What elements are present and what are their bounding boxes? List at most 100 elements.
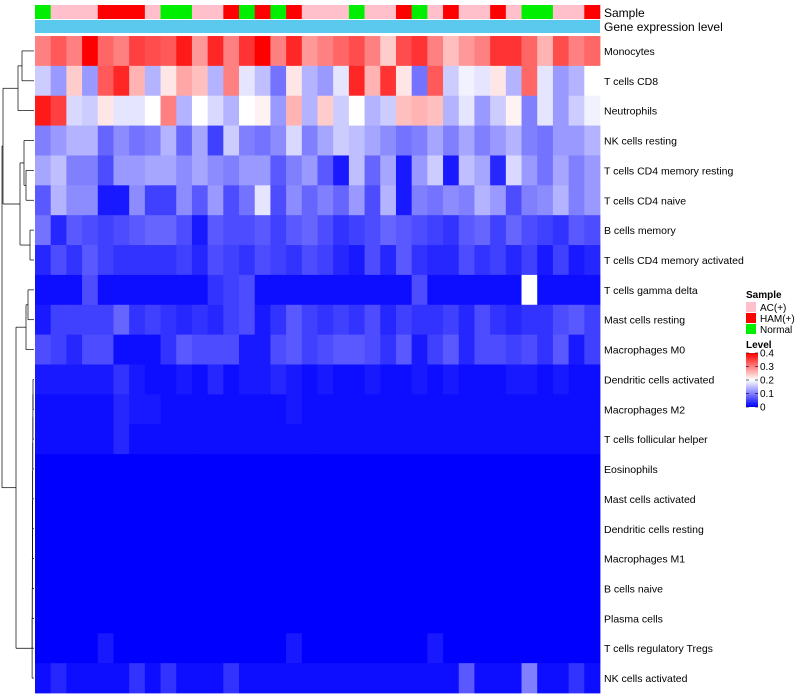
heatmap-cell bbox=[584, 394, 601, 425]
heatmap-cell bbox=[568, 424, 585, 455]
heatmap-cell bbox=[144, 65, 161, 97]
heatmap-cell bbox=[207, 663, 224, 694]
heatmap-cell bbox=[395, 185, 413, 216]
heatmap-cell bbox=[552, 36, 570, 67]
heatmap-cell bbox=[129, 95, 146, 126]
heatmap-cell bbox=[380, 125, 397, 156]
row-label: T cells gamma delta bbox=[604, 285, 698, 297]
heatmap-cell bbox=[144, 603, 161, 634]
heatmap-cell bbox=[521, 633, 538, 664]
heatmap-cell bbox=[317, 274, 334, 306]
heatmap-cell bbox=[160, 573, 177, 604]
heatmap-cell bbox=[348, 274, 365, 306]
heatmap-cell bbox=[270, 155, 287, 186]
heatmap-cell bbox=[129, 215, 146, 246]
heatmap-cell bbox=[317, 334, 334, 365]
heatmap-cell bbox=[490, 454, 507, 485]
heatmap-cell bbox=[474, 394, 491, 425]
heatmap-cell bbox=[35, 424, 52, 455]
heatmap-cell bbox=[239, 633, 256, 664]
heatmap-cell bbox=[490, 334, 507, 365]
heatmap-cell bbox=[113, 36, 130, 67]
heatmap-cell bbox=[411, 424, 428, 455]
heatmap-cell bbox=[552, 245, 570, 276]
heatmap-cell bbox=[270, 65, 287, 97]
heatmap-cell bbox=[584, 125, 601, 156]
heatmap-cell bbox=[411, 334, 428, 365]
legend-level-tick-label: 0.4 bbox=[760, 349, 774, 360]
heatmap-cell bbox=[474, 603, 491, 634]
heatmap-cell bbox=[82, 36, 99, 67]
heatmap-cell bbox=[537, 454, 554, 485]
heatmap-cell bbox=[474, 65, 491, 97]
heatmap-cell bbox=[348, 334, 365, 365]
heatmap-cell bbox=[584, 36, 601, 67]
heatmap-cell bbox=[395, 483, 413, 515]
heatmap-cell bbox=[552, 215, 570, 246]
heatmap-cell bbox=[411, 454, 428, 485]
heatmap-cell bbox=[270, 334, 287, 365]
heatmap-cell bbox=[82, 364, 99, 395]
heatmap-cell bbox=[176, 215, 193, 246]
heatmap-cell bbox=[191, 454, 209, 485]
heatmap-cell bbox=[458, 394, 475, 425]
heatmap-cell bbox=[537, 663, 554, 694]
heatmap-cell bbox=[490, 633, 507, 664]
heatmap-cell bbox=[113, 663, 130, 694]
heatmap-cell bbox=[207, 245, 224, 276]
row-label: Monocytes bbox=[604, 46, 655, 58]
heatmap-cell bbox=[239, 125, 256, 156]
heatmap-cell bbox=[223, 274, 240, 306]
heatmap-cell bbox=[113, 304, 130, 336]
gene-expression-annotation-bar bbox=[35, 20, 600, 33]
heatmap-cell bbox=[270, 125, 287, 156]
heatmap-cell bbox=[113, 125, 130, 156]
heatmap-cell bbox=[411, 245, 428, 276]
heatmap-cell bbox=[333, 513, 350, 545]
heatmap-cell bbox=[97, 304, 114, 336]
heatmap-cell bbox=[176, 245, 193, 276]
heatmap-cell bbox=[348, 125, 365, 156]
heatmap-cell bbox=[50, 185, 67, 216]
heatmap-cell bbox=[474, 424, 491, 455]
heatmap-cell bbox=[380, 185, 397, 216]
heatmap-cell bbox=[584, 215, 601, 246]
sample-cell bbox=[50, 5, 67, 19]
heatmap-cell bbox=[333, 424, 350, 455]
heatmap-cell bbox=[129, 603, 146, 634]
heatmap-cell bbox=[270, 424, 287, 455]
heatmap-cell bbox=[286, 424, 303, 455]
heatmap-cell bbox=[411, 483, 428, 515]
heatmap-cell bbox=[317, 394, 334, 425]
heatmap-cell bbox=[113, 65, 130, 97]
heatmap-cell bbox=[443, 424, 460, 455]
heatmap-cell bbox=[270, 573, 287, 604]
heatmap-cell bbox=[537, 394, 554, 425]
heatmap-cell bbox=[395, 424, 413, 455]
heatmap-cell bbox=[223, 573, 240, 604]
heatmap-cell bbox=[239, 603, 256, 634]
heatmap-cell bbox=[568, 663, 585, 694]
heatmap-cell bbox=[50, 513, 67, 545]
heatmap-cell bbox=[254, 334, 271, 365]
heatmap-cell bbox=[50, 155, 67, 186]
heatmap-cell bbox=[490, 155, 507, 186]
heatmap-cell bbox=[537, 573, 554, 604]
sample-cell bbox=[270, 5, 287, 19]
heatmap-cell bbox=[380, 334, 397, 365]
legend-sample-swatch bbox=[746, 313, 756, 323]
heatmap-cell bbox=[66, 424, 83, 455]
heatmap-cell bbox=[364, 543, 381, 574]
heatmap-cell bbox=[317, 245, 334, 276]
heatmap-cell bbox=[191, 155, 209, 186]
heatmap-cell bbox=[348, 155, 365, 186]
heatmap-cell bbox=[317, 304, 334, 336]
heatmap-cell bbox=[286, 633, 303, 664]
sample-cell bbox=[537, 5, 554, 19]
heatmap-cell bbox=[144, 36, 161, 67]
heatmap-cell bbox=[160, 364, 177, 395]
heatmap-cell bbox=[490, 274, 507, 306]
heatmap-cell bbox=[584, 95, 601, 126]
heatmap-cell bbox=[552, 394, 570, 425]
sample-cell bbox=[458, 5, 475, 19]
